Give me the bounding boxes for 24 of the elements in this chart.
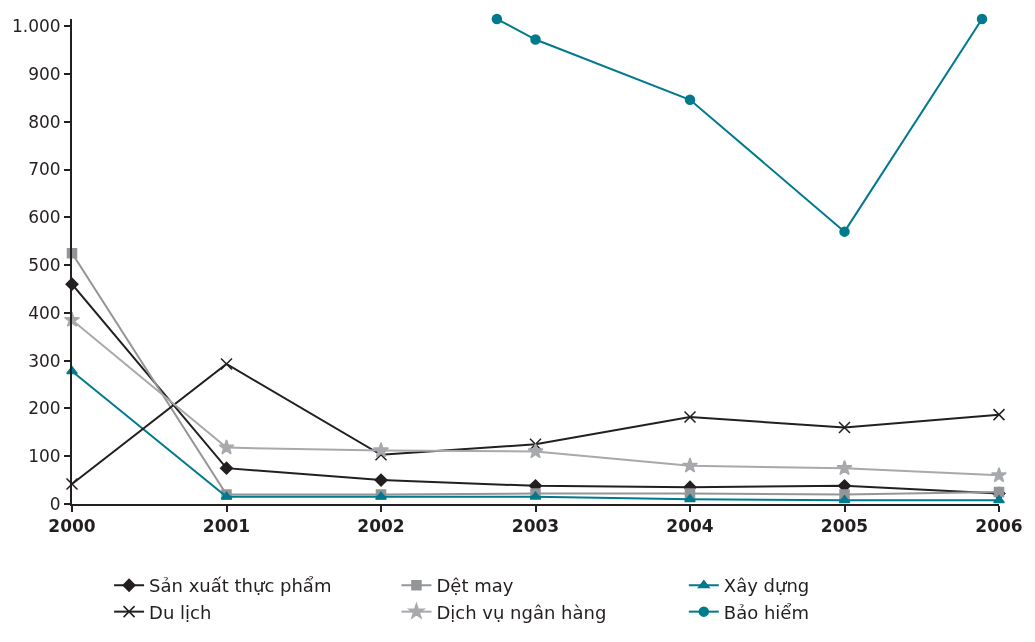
y-tick-label: 400 bbox=[28, 302, 61, 323]
x-tick-label: 2005 bbox=[820, 516, 869, 537]
legend-label: Bảo hiểm bbox=[723, 601, 809, 623]
y-tick-label: 700 bbox=[28, 159, 61, 180]
x-tick-label: 2003 bbox=[511, 516, 560, 537]
y-tick-label: 1.000 bbox=[11, 16, 61, 37]
y-tick-label: 300 bbox=[28, 350, 61, 371]
x-tick-label: 2000 bbox=[48, 516, 96, 537]
legend-label: Du lịch bbox=[149, 601, 212, 623]
x-tick-label: 2004 bbox=[666, 516, 714, 537]
y-tick-label: 0 bbox=[49, 493, 61, 514]
y-tick-label: 600 bbox=[28, 207, 61, 228]
x-tick-label: 2002 bbox=[357, 516, 405, 537]
legend-label: Dịch vụ ngân hàng bbox=[436, 601, 607, 623]
legend-label: Sản xuất thực phẩm bbox=[149, 575, 332, 597]
y-tick-label: 800 bbox=[28, 111, 61, 132]
y-tick-label: 500 bbox=[28, 255, 61, 276]
legend-label: Dệt may bbox=[436, 575, 514, 597]
y-tick-label: 900 bbox=[28, 63, 61, 84]
legend-label: Xây dựng bbox=[723, 575, 810, 597]
y-tick-label: 100 bbox=[28, 446, 61, 467]
x-tick-label: 2006 bbox=[975, 516, 1023, 537]
y-tick-label: 200 bbox=[28, 398, 61, 419]
x-tick-label: 2001 bbox=[202, 516, 251, 537]
